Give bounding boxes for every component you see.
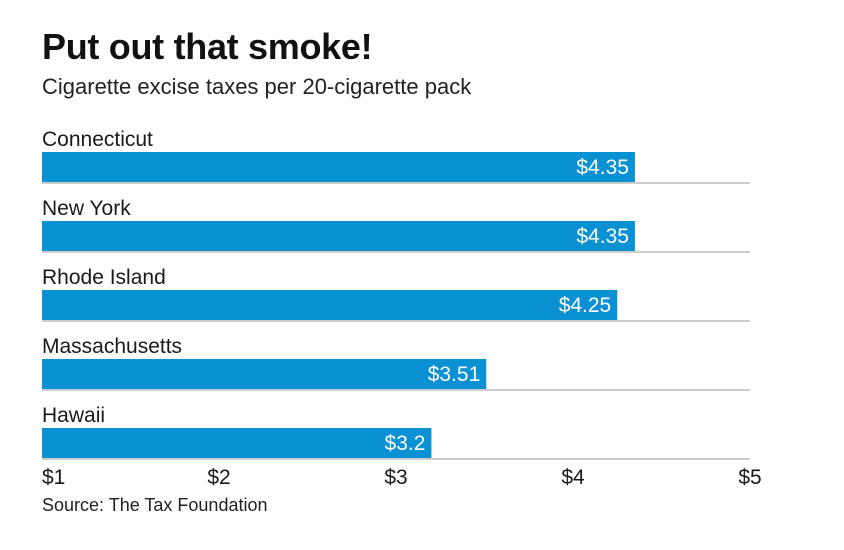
category-label-rhode-island: Rhode Island — [42, 266, 166, 289]
x-tick-label: $5 — [738, 466, 761, 489]
bar-new-york — [42, 221, 635, 251]
bar-rhode-island — [42, 290, 618, 320]
bar-value-hawaii: $3.2 — [385, 432, 426, 455]
bar-massachusetts — [42, 359, 487, 389]
bar-value-rhode-island: $4.25 — [559, 294, 612, 317]
source-note: Source: The Tax Foundation — [42, 495, 268, 515]
category-label-hawaii: Hawaii — [42, 404, 105, 427]
category-label-connecticut: Connecticut — [42, 128, 153, 151]
chart-title: Put out that smoke! — [42, 26, 373, 67]
bar-value-massachusetts: $3.51 — [428, 363, 481, 386]
x-tick-label: $3 — [384, 466, 407, 489]
category-label-new-york: New York — [42, 197, 131, 220]
bar-value-new-york: $4.35 — [576, 225, 629, 248]
bar-connecticut — [42, 152, 635, 182]
category-label-massachusetts: Massachusetts — [42, 335, 182, 358]
chart-subtitle: Cigarette excise taxes per 20-cigarette … — [42, 74, 472, 99]
x-tick-label: $1 — [42, 466, 65, 489]
x-tick-label: $2 — [207, 466, 230, 489]
x-tick-label: $4 — [561, 466, 585, 489]
bar-hawaii — [42, 428, 432, 458]
bar-value-connecticut: $4.35 — [576, 156, 629, 179]
